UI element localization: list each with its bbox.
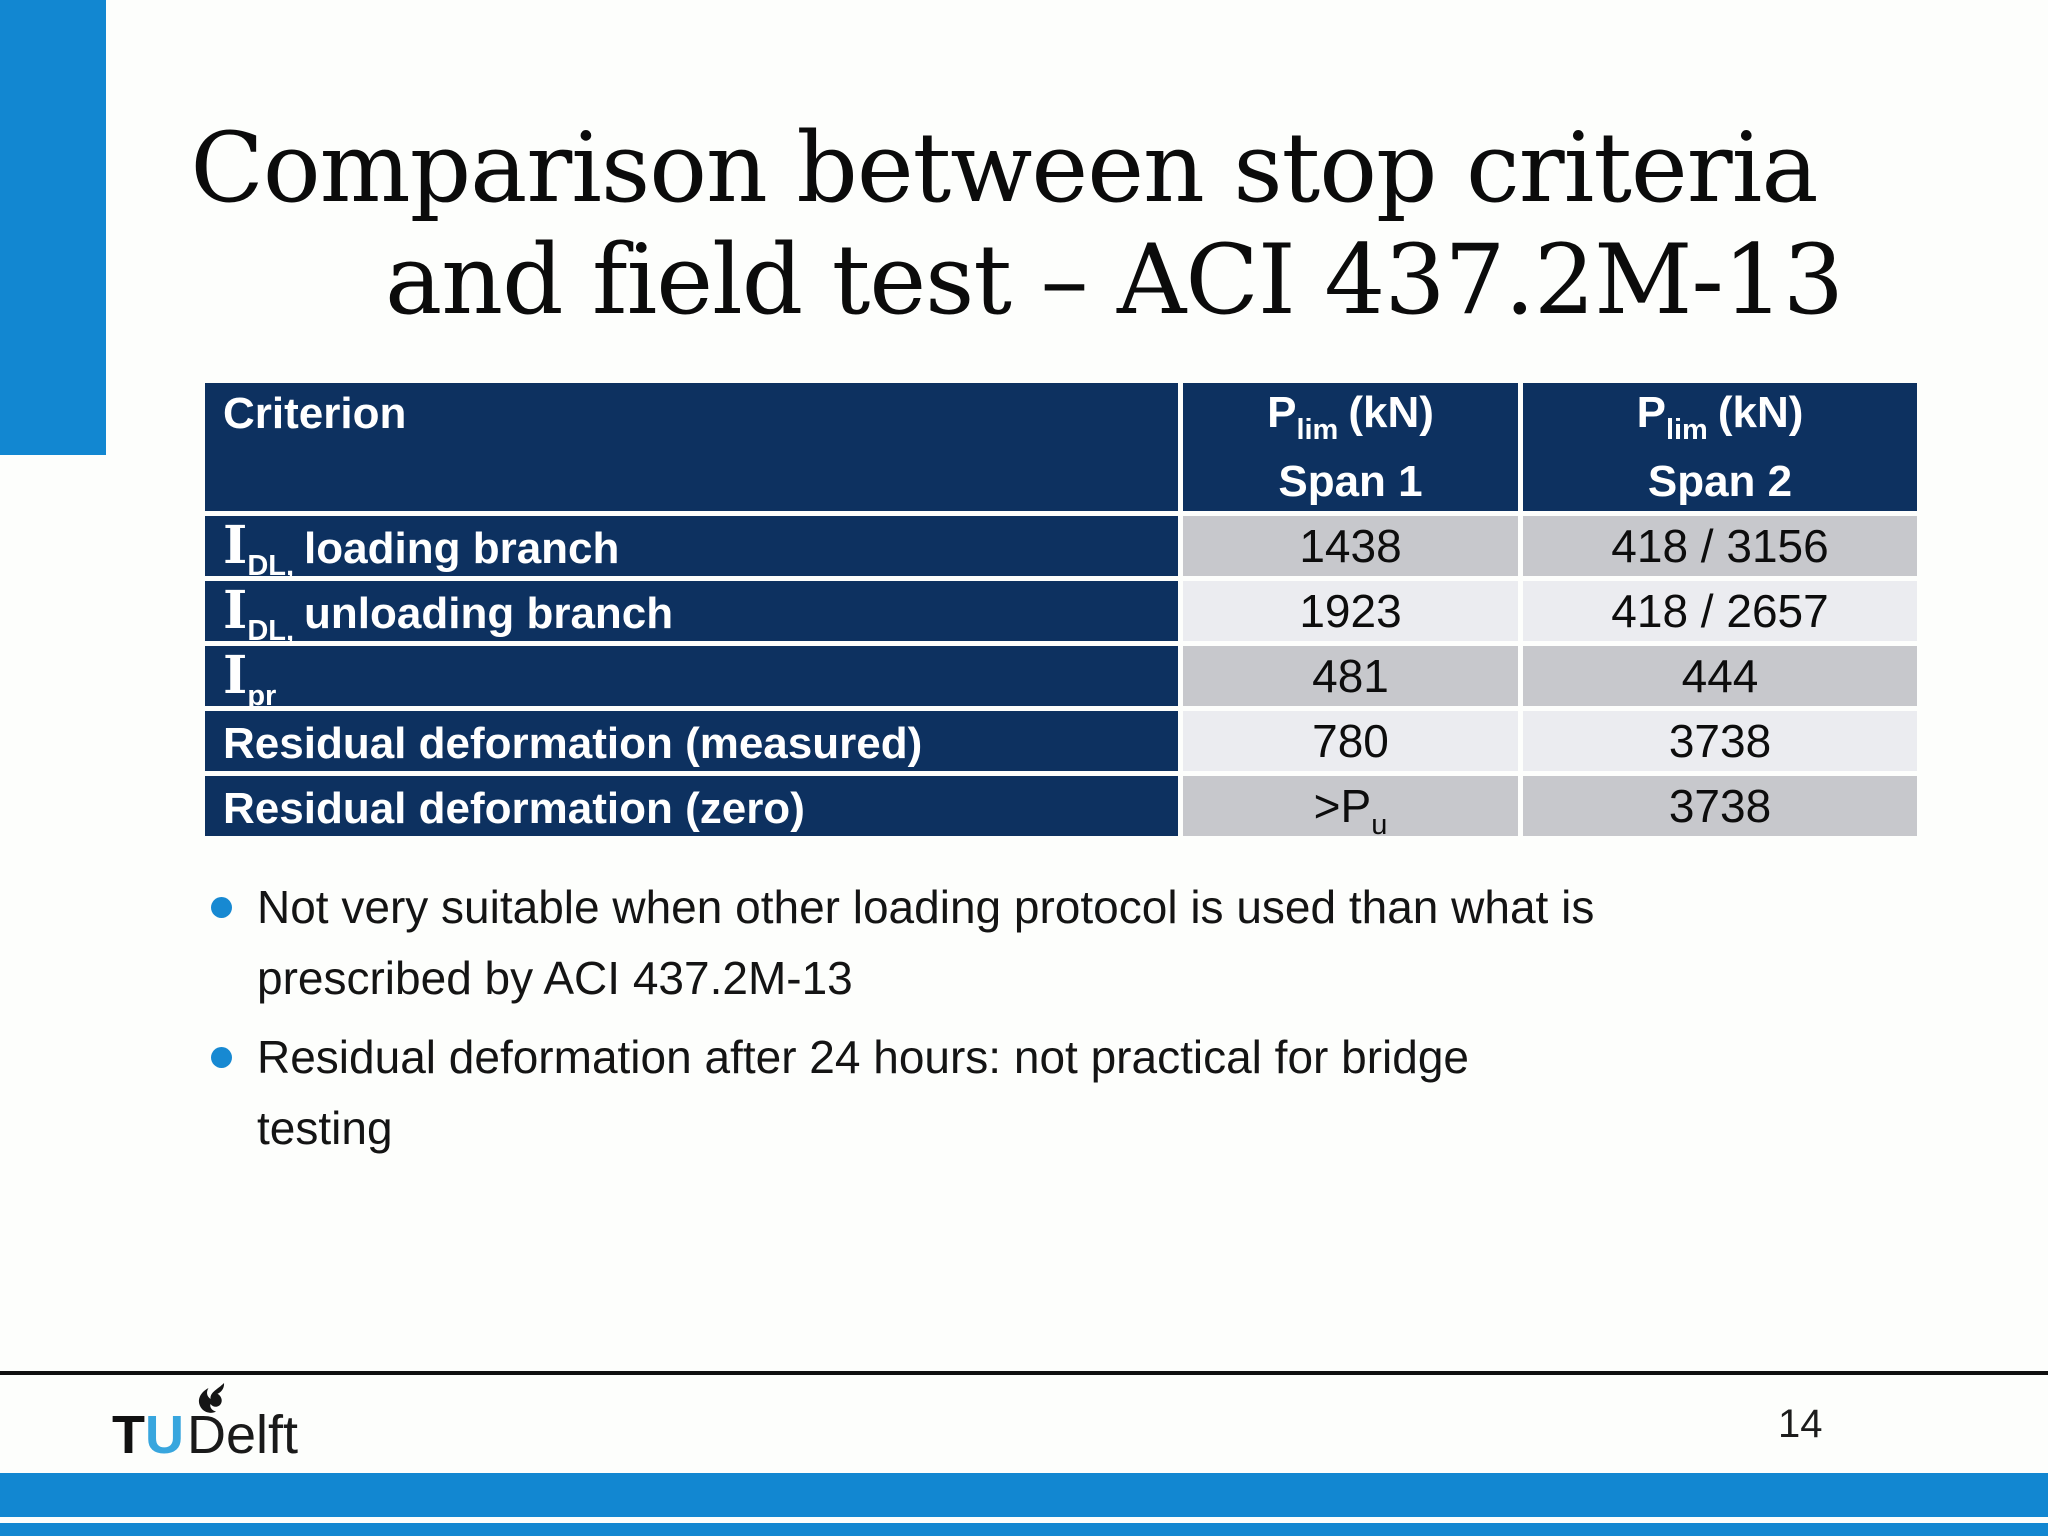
- slide-title-line1: Comparison between stop criteria: [190, 112, 1818, 224]
- value-span1: 1438: [1183, 516, 1518, 576]
- value-span1: >Pu: [1183, 776, 1518, 836]
- row-label-residual-zero: Residual deformation (zero): [205, 776, 1178, 836]
- tu-delft-wordmark: TUDelft: [112, 1405, 299, 1465]
- value-span1: 1923: [1183, 581, 1518, 641]
- span1-label: Span 1: [1278, 456, 1423, 506]
- bullet-list: Not very suitable when other loading pro…: [200, 872, 1960, 1172]
- value-span2: 3738: [1523, 776, 1917, 836]
- flame-icon: [198, 1383, 225, 1413]
- row-label-idl-unloading: IDL, unloading branch: [205, 581, 1178, 641]
- slide-title: Comparison between stop criteria and fie…: [0, 112, 2008, 336]
- criteria-table: Criterion Plim (kN) Span 1 Plim (kN) Span …: [205, 383, 1917, 836]
- bottom-bar-primary: [0, 1473, 2048, 1517]
- bullet-text-line: testing: [257, 1102, 393, 1154]
- page-number: 14: [1778, 1402, 1823, 1446]
- value-span1: 481: [1183, 646, 1518, 706]
- table-header-span2: Plim (kN) Span 2: [1523, 383, 1917, 511]
- tu-delft-logo: TUDelft: [112, 1382, 352, 1468]
- bullet-dot-icon: [211, 897, 232, 918]
- table-header-span1: Plim (kN) Span 1: [1183, 383, 1518, 511]
- bullet-dot-icon: [211, 1047, 232, 1068]
- value-span2: 3738: [1523, 711, 1917, 771]
- value-span1: 780: [1183, 711, 1518, 771]
- footer-divider: [0, 1371, 2048, 1375]
- bullet-item-loading-protocol: Not very suitable when other loading pro…: [200, 872, 1960, 1014]
- bullet-text-line: Not very suitable when other loading pro…: [257, 881, 1595, 933]
- row-label-residual-measured: Residual deformation (measured): [205, 711, 1178, 771]
- bullet-item-residual-deformation: Residual deformation after 24 hours: not…: [200, 1022, 1960, 1164]
- value-span2: 418 / 2657: [1523, 581, 1917, 641]
- plim-kn-label: Plim (kN): [1636, 387, 1804, 446]
- slide-title-line2: and field test – ACI 437.2M-13: [385, 224, 1844, 336]
- span2-label: Span 2: [1647, 456, 1793, 506]
- bottom-bar-secondary: [0, 1523, 2048, 1536]
- bullet-text-line: prescribed by ACI 437.2M-13: [257, 952, 853, 1004]
- value-span2: 444: [1523, 646, 1917, 706]
- plim-kn-label: Plim (kN): [1267, 387, 1434, 446]
- table-header-criterion: Criterion: [205, 383, 1178, 511]
- row-label-idl-loading: IDL, loading branch: [205, 516, 1178, 576]
- value-span2: 418 / 3156: [1523, 516, 1917, 576]
- bullet-text-line: Residual deformation after 24 hours: not…: [257, 1031, 1469, 1083]
- row-label-ipr: Ipr: [205, 646, 1178, 706]
- left-accent-bar: [0, 0, 106, 455]
